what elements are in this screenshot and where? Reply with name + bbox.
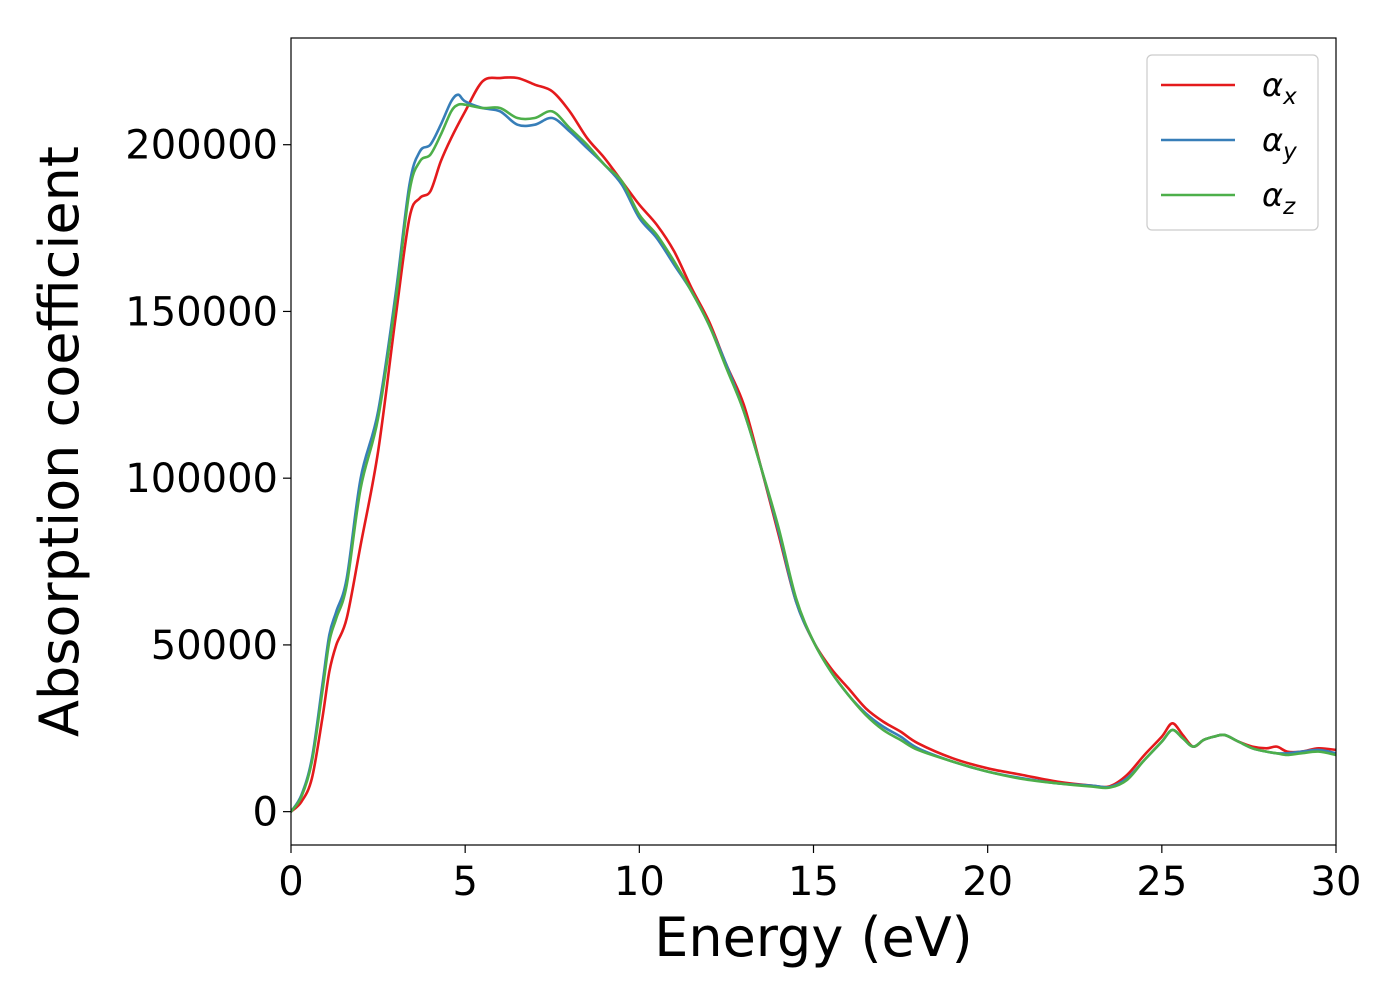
x-tick-label: 20 <box>962 859 1013 905</box>
legend-box <box>1146 54 1319 231</box>
x-tick-label: 25 <box>1136 859 1187 905</box>
legend-label-x: αx <box>1262 66 1297 110</box>
x-tick-label: 5 <box>452 859 477 905</box>
y-tick-label: 50000 <box>151 623 278 669</box>
x-tick-label: 30 <box>1311 859 1362 905</box>
x-axis-title: Energy (eV) <box>654 906 973 969</box>
y-tick-label: 0 <box>253 790 278 836</box>
y-tick-label: 150000 <box>125 289 278 335</box>
y-axis: 0 50000 100000 150000 200000 <box>125 123 291 836</box>
y-tick-label: 200000 <box>125 123 278 169</box>
x-tick-label: 0 <box>278 859 303 905</box>
x-tick-label: 10 <box>614 859 665 905</box>
series-layer <box>291 76 1336 813</box>
x-axis: 0 5 10 15 20 25 30 <box>278 845 1361 905</box>
y-tick-label: 100000 <box>125 456 278 502</box>
series-line-z <box>291 102 1336 813</box>
legend-label-y: αy <box>1262 121 1297 165</box>
y-axis-title: Absorption coefficient <box>28 146 91 737</box>
x-tick-label: 15 <box>788 859 839 905</box>
